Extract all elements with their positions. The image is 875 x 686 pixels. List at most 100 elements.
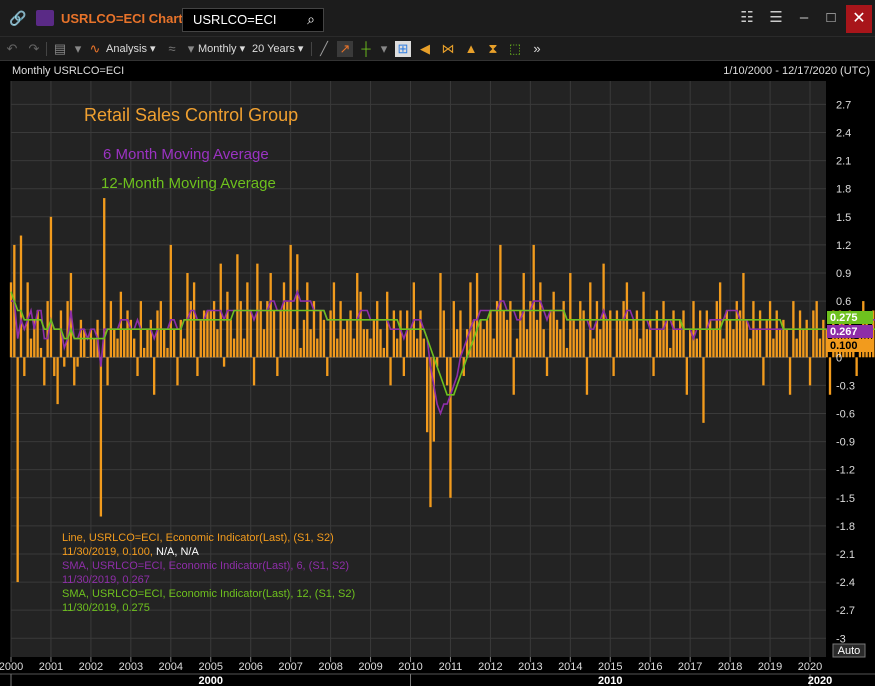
ric-search-value[interactable]: USRLCO=ECI	[193, 12, 277, 27]
chart-toolbar: ↶ ↷ ▤ ▾ ∿ Analysis ▾ ≈ ▾ Monthly ▾ 20 Ye…	[0, 36, 875, 61]
data-bar	[49, 216, 53, 358]
annotation-title: Retail Sales Control Group	[84, 105, 298, 125]
ric-search-input[interactable]: USRLCO=ECI ⌕	[182, 8, 324, 32]
data-bar	[505, 319, 509, 358]
x-tick-label: 2020	[798, 661, 822, 673]
data-bar	[872, 310, 875, 358]
data-bar	[409, 329, 412, 358]
last-value-text-sma6: 0.267	[830, 326, 858, 338]
chevron-down-icon[interactable]: ▾	[380, 41, 388, 56]
data-bar	[525, 329, 529, 358]
last-value-text-sma12: 0.275	[830, 312, 858, 324]
y-tick-label: 0.9	[836, 268, 851, 280]
data-bar	[482, 329, 485, 358]
data-bar	[419, 310, 422, 358]
data-bar	[772, 338, 775, 358]
data-bar	[612, 357, 615, 377]
y-tick-label: 1.8	[836, 184, 851, 196]
chart-type-icon[interactable]: ▤	[53, 41, 67, 56]
data-bar	[655, 310, 659, 358]
redo-icon[interactable]: ↷	[28, 41, 40, 56]
data-bar	[189, 301, 192, 358]
tree-icon[interactable]: ☷	[740, 9, 754, 26]
interval-label: Monthly	[198, 43, 237, 55]
minimize-button[interactable]: –	[799, 9, 809, 26]
data-bar	[182, 338, 186, 358]
expand-icon[interactable]: ▲	[464, 41, 478, 56]
data-bar	[459, 310, 462, 358]
data-bar	[509, 301, 512, 358]
data-bar	[366, 329, 369, 358]
link-icon[interactable]: 🔗	[9, 10, 27, 26]
data-bar	[465, 329, 469, 358]
line-chart-icon[interactable]: ╱	[320, 41, 328, 56]
data-bar	[449, 357, 452, 498]
data-bar	[572, 319, 575, 358]
x-tick-label: 2010	[398, 661, 422, 673]
data-bar	[156, 310, 159, 358]
close-button[interactable]: ✕	[846, 5, 872, 33]
data-bar	[76, 357, 79, 367]
data-bar	[29, 338, 33, 358]
x-tick-label: 2011	[439, 661, 463, 673]
data-bar	[632, 319, 635, 358]
analysis-menu[interactable]: Analysis ▾	[106, 43, 156, 55]
data-bar	[216, 329, 219, 358]
data-bar	[209, 310, 212, 358]
select-icon[interactable]: ⬚	[508, 41, 522, 56]
data-bar	[206, 310, 209, 358]
last-value-text-line: 0.100	[830, 340, 858, 352]
search-icon[interactable]: ⌕	[307, 11, 315, 27]
zoom-icon[interactable]: ⊞	[395, 41, 411, 57]
data-bar	[535, 319, 539, 358]
data-bar	[292, 329, 296, 358]
data-bar	[39, 347, 43, 358]
scroll-right-icon[interactable]: ⋈	[441, 41, 455, 56]
x-tick-label: 2014	[558, 661, 582, 673]
data-bar	[765, 319, 768, 358]
data-bar	[379, 329, 382, 358]
indicator-icon[interactable]: ↗	[337, 41, 353, 57]
chevron-down-icon[interactable]: ▾	[74, 41, 82, 56]
auto-label[interactable]: Auto	[838, 645, 861, 657]
x-tick-label: 2017	[678, 661, 702, 673]
data-bar	[389, 357, 392, 386]
chevron-down-icon[interactable]: ▾	[187, 41, 195, 56]
data-bar	[429, 357, 432, 508]
x-axis-band	[0, 657, 875, 686]
data-bar	[322, 319, 326, 358]
interval-dropdown[interactable]: Monthly ▾	[198, 43, 246, 55]
data-bar	[129, 319, 133, 358]
window-title: USRLCO=ECI Chart	[61, 11, 183, 26]
data-bar	[106, 357, 109, 386]
data-bar	[522, 273, 525, 358]
data-bar	[619, 319, 622, 358]
data-bar	[842, 319, 845, 358]
scroll-left-icon[interactable]: ◀	[420, 41, 430, 56]
data-bar	[492, 338, 495, 358]
data-bar	[146, 329, 149, 358]
data-bar	[805, 319, 808, 358]
data-bar	[825, 329, 828, 358]
data-bar	[689, 329, 692, 358]
range-dropdown[interactable]: 20 Years ▾	[252, 43, 304, 55]
data-bar	[569, 273, 572, 358]
menu-icon[interactable]: ☰	[769, 9, 783, 26]
data-bar	[782, 319, 785, 358]
y-tick-label: -3	[836, 633, 846, 645]
maximize-button[interactable]: □	[826, 9, 836, 26]
x-tick-label: 2003	[119, 661, 143, 673]
data-bar	[785, 329, 788, 358]
data-bar	[382, 347, 386, 358]
compare-icon[interactable]: ≈	[168, 41, 176, 56]
fit-icon[interactable]: ⧗	[488, 41, 498, 56]
more-icon[interactable]: »	[533, 41, 541, 56]
crosshair-icon[interactable]: ┼	[361, 41, 371, 56]
data-bar	[425, 357, 429, 433]
data-bar	[778, 329, 782, 358]
data-bar	[99, 357, 103, 517]
undo-icon[interactable]: ↶	[6, 41, 18, 56]
auto-scale-button[interactable]: Auto	[832, 643, 866, 658]
data-bar	[359, 291, 362, 358]
